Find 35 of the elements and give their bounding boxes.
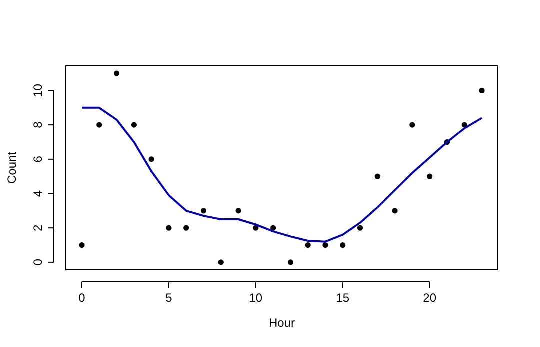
x-tick-label: 20 (423, 291, 437, 305)
y-tick-label: 0 (31, 258, 45, 266)
x-axis-title: Hour (268, 316, 296, 330)
point (200, 208, 207, 214)
point (410, 122, 416, 128)
point (96, 122, 102, 128)
point (184, 225, 190, 231)
point (218, 260, 224, 266)
point (166, 225, 172, 231)
point (357, 225, 364, 231)
point (131, 122, 137, 128)
point (479, 88, 485, 94)
x-tick-label: 15 (336, 291, 350, 305)
point (114, 70, 120, 76)
point (79, 242, 85, 248)
point (305, 242, 311, 248)
y-tick-label: 10 (31, 84, 45, 98)
point (270, 225, 276, 231)
y-axis-title: Count (5, 151, 19, 184)
x-tick-label: 5 (166, 291, 173, 305)
y-tick-label: 2 (31, 224, 45, 232)
point (148, 156, 154, 162)
x-tick-label: 0 (78, 291, 86, 305)
point (392, 208, 398, 214)
point (322, 242, 328, 248)
point (340, 242, 346, 248)
point (236, 208, 242, 214)
point (288, 260, 294, 266)
point (253, 225, 259, 231)
y-tick-label: 4 (31, 190, 45, 198)
y-tick-label: 8 (31, 121, 45, 128)
y-tick-label: 6 (31, 156, 45, 163)
point (374, 174, 380, 180)
x-tick-label: 10 (249, 291, 263, 305)
point (427, 174, 433, 180)
